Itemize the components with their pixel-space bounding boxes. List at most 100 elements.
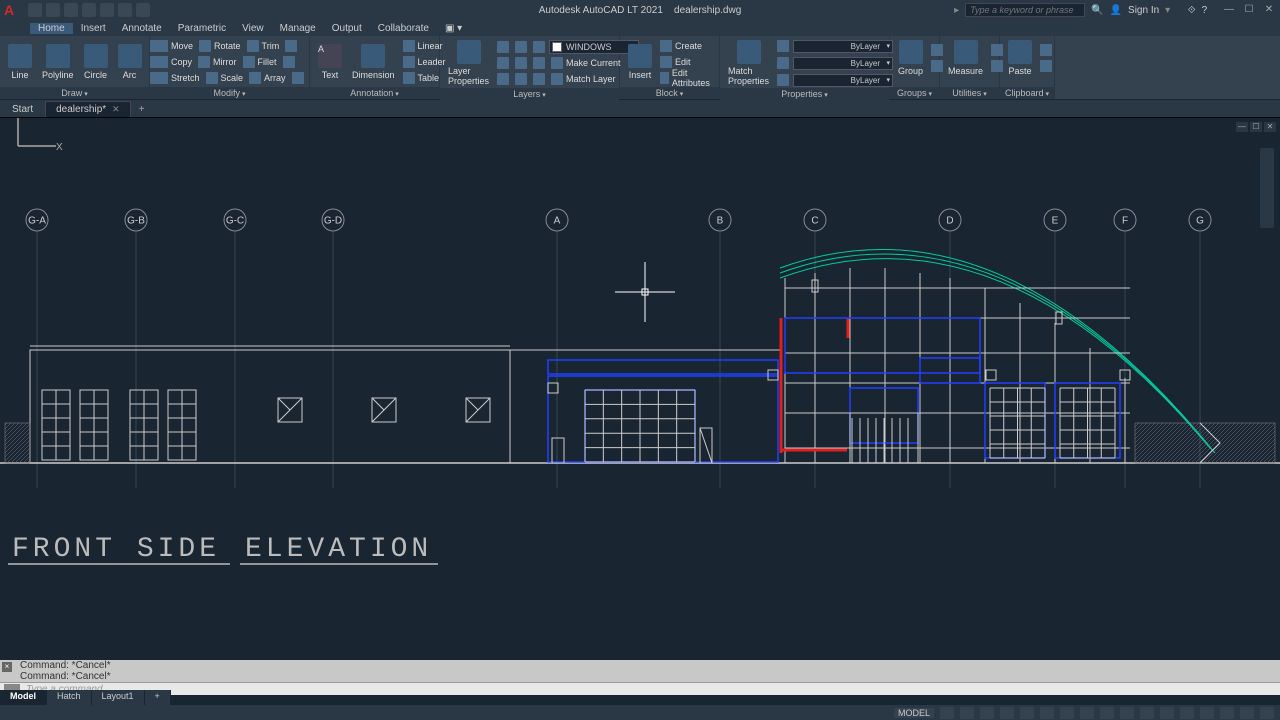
layer-properties-button[interactable]: Layer Properties — [444, 38, 493, 88]
tab-add-button[interactable]: + — [131, 102, 153, 117]
fillet-button[interactable]: Fillet — [241, 54, 279, 69]
color-icon[interactable] — [775, 39, 791, 54]
stretch-button[interactable]: Stretch — [154, 70, 202, 85]
status-osnap-icon[interactable] — [1020, 707, 1034, 719]
status-ortho-icon[interactable] — [980, 707, 994, 719]
status-isolate-icon[interactable] — [1200, 707, 1214, 719]
status-otrack-icon[interactable] — [1040, 707, 1054, 719]
layer-unlock-icon[interactable] — [495, 72, 511, 87]
layout-layout1[interactable]: Layout1 — [92, 690, 145, 705]
tab-extra-icon[interactable]: ▣ ▾ — [437, 23, 470, 34]
dimension-button[interactable]: Dimension — [348, 42, 399, 82]
status-polar-icon[interactable] — [1000, 707, 1014, 719]
measure-button[interactable]: Measure — [944, 38, 987, 78]
drawing-canvas[interactable]: — ☐ ✕ G-AG-BG-CG-DABCDEFG — [0, 118, 1280, 660]
maximize-button[interactable]: ☐ — [1242, 4, 1256, 16]
erase-button[interactable] — [283, 38, 299, 53]
status-grid-icon[interactable] — [940, 707, 954, 719]
cmd-close-icon[interactable]: × — [2, 662, 12, 672]
tab-view[interactable]: View — [234, 23, 272, 34]
minimize-button[interactable]: — — [1222, 4, 1236, 16]
status-cycling-icon[interactable] — [1100, 707, 1114, 719]
layer-prev-icon[interactable] — [513, 72, 529, 87]
layer-sun-icon[interactable] — [495, 40, 511, 55]
tab-output[interactable]: Output — [324, 23, 370, 34]
tab-parametric[interactable]: Parametric — [170, 23, 234, 34]
signin-link[interactable]: Sign In — [1128, 5, 1159, 16]
tab-home[interactable]: Home — [30, 23, 73, 34]
panel-layers-title[interactable]: Layers — [440, 88, 619, 100]
panel-block-title[interactable]: Block — [620, 87, 719, 99]
status-lwt-icon[interactable] — [1060, 707, 1074, 719]
scale-button[interactable]: Scale — [204, 70, 246, 85]
tab-file[interactable]: dealership*✕ — [45, 101, 131, 117]
layer-iso-icon[interactable] — [513, 56, 529, 71]
edit-attr-button[interactable]: Edit Attributes — [658, 70, 715, 85]
app-exchange-icon[interactable]: ⟐ — [1188, 5, 1196, 16]
status-hardware-icon[interactable] — [1220, 707, 1234, 719]
layer-off-icon[interactable] — [495, 56, 511, 71]
array-button[interactable]: Array — [247, 70, 288, 85]
status-transparency-icon[interactable] — [1080, 707, 1094, 719]
help-search-input[interactable] — [965, 3, 1085, 17]
search-icon[interactable]: 🔍 — [1091, 5, 1103, 16]
linetype-icon[interactable] — [775, 73, 791, 88]
navigation-bar[interactable] — [1260, 148, 1274, 228]
command-input[interactable]: Type a command — [0, 682, 1280, 695]
layer-freeze-icon[interactable] — [513, 40, 529, 55]
vp-close-icon[interactable]: ✕ — [1264, 122, 1276, 132]
offset-button[interactable] — [290, 70, 306, 85]
paste-button[interactable]: Paste — [1004, 38, 1036, 78]
panel-properties-title[interactable]: Properties — [720, 88, 889, 100]
rotate-button[interactable]: Rotate — [197, 38, 243, 53]
qat-saveas-icon[interactable] — [82, 3, 96, 17]
insert-button[interactable]: Insert — [624, 42, 656, 82]
move-button[interactable]: Move — [154, 38, 195, 53]
qat-open-icon[interactable] — [46, 3, 60, 17]
layout-add-button[interactable]: + — [145, 690, 171, 705]
panel-annotation-title[interactable]: Annotation — [310, 87, 439, 99]
status-snap-icon[interactable] — [960, 707, 974, 719]
lineweight-dropdown[interactable]: ByLayer — [793, 57, 893, 70]
copy-clip-icon[interactable] — [1038, 59, 1054, 74]
create-block-button[interactable]: Create — [658, 38, 715, 53]
user-icon[interactable]: 👤 — [1110, 5, 1122, 16]
explode-button[interactable] — [281, 54, 297, 69]
make-current-button[interactable]: Make Current — [549, 56, 623, 71]
arc-button[interactable]: Arc — [114, 42, 146, 82]
tab-annotate[interactable]: Annotate — [114, 23, 170, 34]
status-workspace-icon[interactable] — [1160, 707, 1174, 719]
panel-modify-title[interactable]: Modify — [150, 87, 309, 99]
tab-manage[interactable]: Manage — [272, 23, 324, 34]
linetype-dropdown[interactable]: ByLayer — [793, 74, 893, 87]
status-monitor-icon[interactable] — [1180, 707, 1194, 719]
match-properties-button[interactable]: Match Properties — [724, 38, 773, 88]
status-annoscale-icon[interactable] — [1120, 707, 1134, 719]
tab-start[interactable]: Start — [2, 102, 43, 117]
panel-groups-title[interactable]: Groups — [890, 87, 939, 99]
close-button[interactable]: ✕ — [1262, 4, 1276, 16]
match-layer-button[interactable]: Match Layer — [549, 72, 618, 87]
vp-maximize-icon[interactable]: ☐ — [1250, 122, 1262, 132]
layer-thaw-icon[interactable] — [531, 56, 547, 71]
layer-state-icon[interactable] — [531, 72, 547, 87]
status-annovis-icon[interactable] — [1140, 707, 1154, 719]
qat-plot-icon[interactable] — [100, 3, 114, 17]
tab-collaborate[interactable]: Collaborate — [370, 23, 437, 34]
status-model[interactable]: MODEL — [894, 708, 934, 718]
layer-lock-icon[interactable] — [531, 40, 547, 55]
layout-model[interactable]: Model — [0, 690, 47, 705]
qat-redo-icon[interactable] — [136, 3, 150, 17]
status-clean-icon[interactable] — [1240, 707, 1254, 719]
tab-close-icon[interactable]: ✕ — [112, 104, 120, 115]
help-icon[interactable]: ? — [1202, 5, 1208, 16]
panel-draw-title[interactable]: Draw — [0, 87, 149, 99]
qat-new-icon[interactable] — [28, 3, 42, 17]
color-dropdown[interactable]: ByLayer — [793, 40, 893, 53]
polyline-button[interactable]: Polyline — [38, 42, 78, 82]
trim-button[interactable]: Trim — [245, 38, 282, 53]
tab-insert[interactable]: Insert — [73, 23, 114, 34]
copy-button[interactable]: Copy — [154, 54, 194, 69]
circle-button[interactable]: Circle — [80, 42, 112, 82]
vp-minimize-icon[interactable]: — — [1236, 122, 1248, 132]
